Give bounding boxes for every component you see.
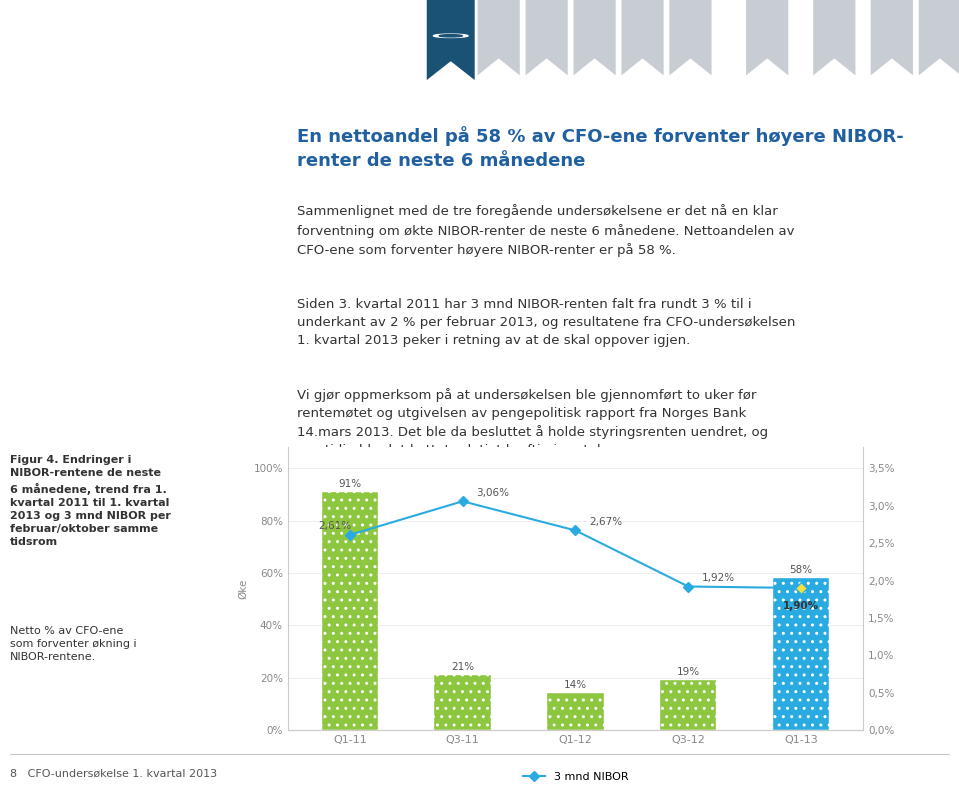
Bar (548, 693, 603, 730)
Polygon shape (669, 0, 712, 75)
Polygon shape (813, 0, 855, 75)
Text: 3,06%: 3,06% (476, 487, 509, 498)
Circle shape (433, 34, 468, 38)
Text: 21%: 21% (451, 662, 474, 672)
Polygon shape (621, 0, 664, 75)
Text: Vi gjør oppmerksom på at undersøkelsen ble gjennomført to uker før
rentemøtet og: Vi gjør oppmerksom på at undersøkelsen b… (297, 388, 768, 457)
Text: 58%: 58% (789, 565, 812, 575)
Legend: 3 mnd NIBOR: 3 mnd NIBOR (518, 768, 633, 785)
Text: Netto % av CFO-ene
som forventer økning i
NIBOR-rentene.: Netto % av CFO-ene som forventer økning … (10, 626, 136, 662)
Text: 91%: 91% (339, 479, 362, 489)
Polygon shape (526, 0, 568, 75)
Text: Figur 4. Endringer i
NIBOR-rentene de neste
6 månedene, trend fra 1.
kvartal 201: Figur 4. Endringer i NIBOR-rentene de ne… (10, 455, 171, 547)
Text: 1,92%: 1,92% (702, 573, 735, 582)
Bar (773, 579, 830, 730)
Circle shape (439, 35, 462, 37)
Y-axis label: Øke: Øke (238, 579, 247, 599)
Text: Siden 3. kvartal 2011 har 3 mnd NIBOR-renten falt fra rundt 3 % til i
underkant : Siden 3. kvartal 2011 har 3 mnd NIBOR-re… (297, 298, 796, 347)
Polygon shape (871, 0, 913, 75)
Text: 1,90%: 1,90% (783, 601, 819, 612)
Polygon shape (919, 0, 959, 75)
Text: Sammenlignet med de tre foregående undersøkelsene er det nå en klar
forventning : Sammenlignet med de tre foregående under… (297, 204, 795, 257)
Polygon shape (573, 0, 616, 75)
Bar (321, 492, 378, 730)
Bar (434, 675, 491, 730)
Text: 19%: 19% (677, 667, 700, 677)
Text: 8   CFO-undersøkelse 1. kvartal 2013: 8 CFO-undersøkelse 1. kvartal 2013 (10, 769, 217, 778)
Bar (660, 681, 716, 730)
Text: 2,61%: 2,61% (318, 521, 351, 531)
Text: 14%: 14% (564, 681, 587, 690)
Text: En nettoandel på 58 % av CFO-ene forventer høyere NIBOR-
renter de neste 6 måned: En nettoandel på 58 % av CFO-ene forvent… (297, 126, 904, 170)
Polygon shape (746, 0, 788, 75)
Polygon shape (478, 0, 520, 75)
Polygon shape (427, 0, 475, 80)
Text: 2,67%: 2,67% (589, 517, 622, 527)
